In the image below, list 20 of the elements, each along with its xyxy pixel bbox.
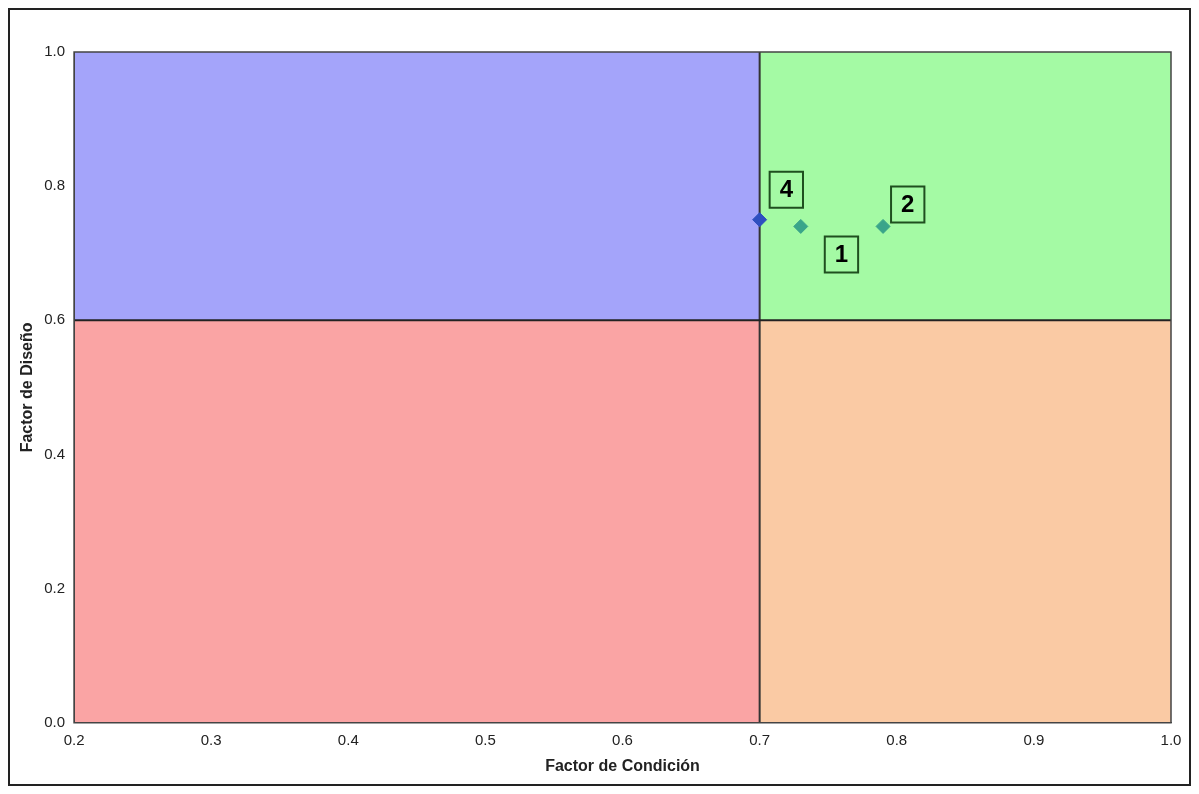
y-tick-label: 0.4 — [44, 444, 66, 462]
y-tick-label: 0.0 — [44, 712, 66, 730]
y-tick-label: 0.2 — [44, 578, 66, 596]
series-label: 2 — [901, 190, 915, 218]
series-label: 1 — [834, 240, 849, 268]
y-tick-label: 0.8 — [44, 176, 66, 194]
x-tick-label: 0.3 — [200, 730, 222, 748]
x-tick-label: 0.5 — [474, 730, 496, 748]
y-tick-label: 0.6 — [44, 310, 66, 328]
x-tick-label: 0.8 — [886, 730, 908, 748]
x-tick-label: 0.9 — [1023, 730, 1045, 748]
x-tick-label: 1.0 — [1160, 730, 1182, 748]
x-tick-label: 0.6 — [612, 730, 633, 748]
x-tick-label: 0.2 — [63, 730, 85, 748]
x-tick-label: 0.4 — [337, 730, 359, 748]
x-axis-title: Factor de Condición — [545, 756, 700, 774]
y-axis-title: Factor de Diseño — [18, 322, 36, 453]
series-label: 4 — [779, 175, 794, 203]
x-tick-label: 0.7 — [749, 730, 771, 748]
y-tick-label: 1.0 — [44, 42, 66, 60]
